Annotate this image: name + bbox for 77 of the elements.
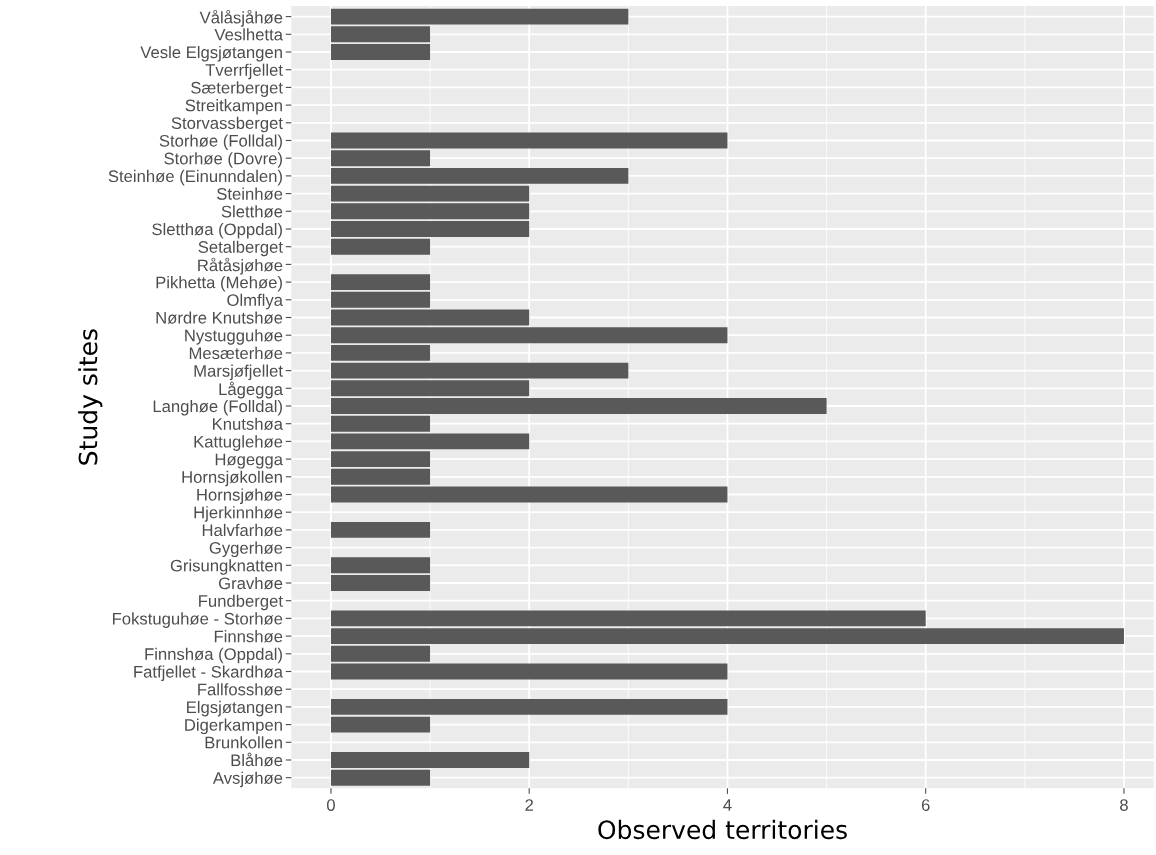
bar [330,221,530,237]
bar [330,451,431,468]
bar [330,769,431,786]
y-tick-label: Fallfosshøe [198,683,283,696]
x-axis-title: Observed territories [598,819,847,840]
y-tick-label: Storhøe (Dovre) [164,152,282,168]
y-tick-label: Gygerhøe [209,541,283,558]
y-tick-label: Hornsjøhøe [197,488,283,504]
y-tick-label: Sæterberget [191,81,283,97]
y-tick-label: Streitkampen [185,99,282,115]
y-tick-label: Grisungknatten [170,559,282,575]
bar [330,663,728,680]
y-tick-label: Halvfarhøe [202,523,283,537]
bar [330,309,530,326]
bar [330,610,926,627]
bar [330,398,827,414]
bar [330,150,431,167]
y-tick-label: Vesle Elgsjøtangen [140,45,282,62]
y-tick-label: Blåhøe [231,752,283,767]
bar [330,274,431,291]
bar [330,344,431,361]
y-tick-label: Vålåsjåhøe [199,9,283,27]
y-tick-label: Avsjøhøe [212,771,283,788]
y-tick-label: Kattuglehøe [194,435,283,451]
bar [330,238,431,255]
bar [330,575,431,591]
y-tick-label: Nystugguhøe [185,329,283,345]
bar [330,468,431,485]
bar [330,716,431,733]
y-tick-label: Hjerkinnhøe [194,506,283,522]
y-tick-label: Elgsjøtangen [187,700,282,717]
bar [330,628,1124,645]
y-tick-label: Finnshøa (Oppdal) [145,647,282,664]
y-tick-label: Råtåsjøhøe [198,257,283,275]
y-tick-label: Mesæterhøe [189,346,283,360]
x-tick-label: 8 [1120,799,1128,811]
y-tick-label: Knutshøa [213,417,283,431]
y-tick-label: Brunkollen [205,736,282,749]
y-tick-label: Veslhetta [214,28,283,41]
x-tick-label: 6 [921,799,930,811]
y-tick-label: Lågegga [219,381,283,399]
bar [330,44,431,60]
y-tick-label: Olmflya [227,293,283,310]
bar [330,486,728,503]
bar [330,557,431,574]
y-tick-label: Gravhøe [218,576,283,590]
y-tick-label: Storhøe (Folldal) [159,134,282,150]
y-tick-label: Fatfjellet - Skardhøa [134,665,283,681]
y-tick-label: Storvassberget [171,116,283,133]
y-tick-label: Sletthøe [221,205,283,218]
bar [330,521,431,538]
bar [330,698,728,715]
bar [330,167,629,184]
bar [330,645,431,662]
y-tick-label: Digerkampen [185,718,282,735]
y-tick-label: Marsjøfjellet [194,364,283,381]
y-tick-label: Fundberget [199,594,283,611]
bar [330,132,728,149]
y-tick-label: Langhøe (Folldal) [153,399,282,416]
y-axis-title: Study sites [78,329,103,465]
x-tick-label: 0 [326,799,335,811]
y-tick-label: Tverrfjellet [205,63,283,80]
x-tick-label: 4 [723,799,732,811]
x-tick-label: 2 [525,799,534,811]
y-tick-label: Hornsjøkollen [182,470,282,487]
bar [330,327,728,344]
y-tick-label: Finnshøe [214,630,283,643]
y-tick-label: Fokstuguhøe - Storhøe [112,612,283,628]
y-tick-label: Setalberget [198,240,283,257]
y-tick-label: Nørdre Knutshøe [156,311,283,324]
y-tick-label: Pikhetta (Mehøe) [156,276,282,292]
y-tick-label: Høgegga [215,453,283,469]
y-tick-label: Steinhøe (Einunndalen) [108,169,282,186]
bar [330,752,530,768]
bar [330,291,431,308]
y-tick-label: Sletthøa (Oppdal) [152,222,282,239]
y-tick-label: Steinhøe [217,187,283,200]
